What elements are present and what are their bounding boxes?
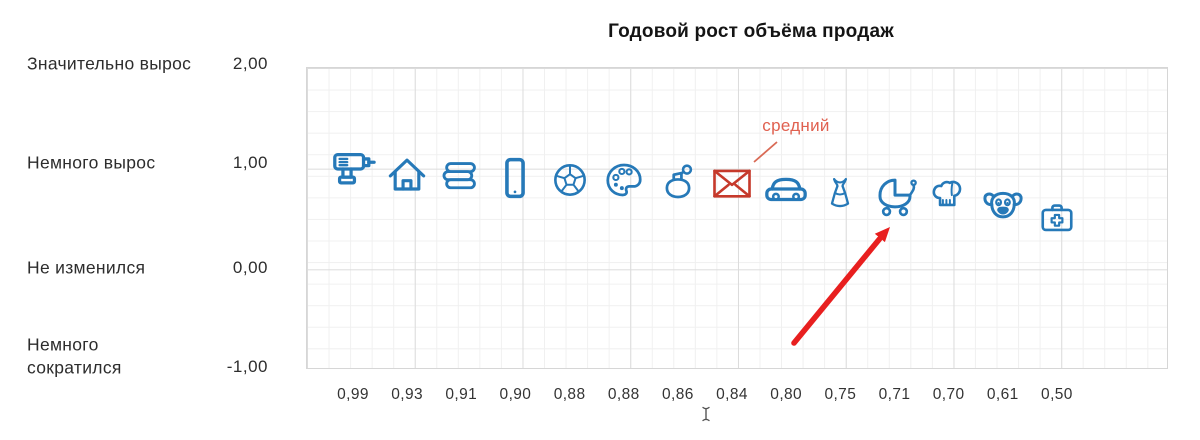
plot-area — [306, 67, 1168, 369]
y-axis-value-1: 1,00 — [232, 153, 268, 172]
chart-title: Годовой рост объёма продаж — [608, 21, 894, 42]
envelope-icon — [711, 163, 753, 205]
soccer-ball-icon — [551, 161, 588, 198]
books-icon — [440, 155, 483, 198]
house-icon — [386, 154, 428, 196]
x-tick-label: 0,71 — [878, 386, 911, 403]
car-icon — [763, 165, 809, 211]
smartphone-icon — [494, 156, 537, 199]
x-tick-label: 0,84 — [716, 386, 748, 403]
y-axis-value-0: 0,00 — [232, 258, 268, 277]
x-tick-label: 0,91 — [445, 386, 478, 403]
first-aid-kit-icon — [1038, 200, 1075, 237]
dog-icon — [980, 184, 1025, 229]
y-axis-value-2: 2,00 — [232, 54, 268, 73]
mean-annotation-label: средний — [762, 116, 830, 135]
y-axis-value-minus-1: -1,00 — [226, 357, 268, 376]
baby-stroller-icon — [872, 174, 917, 219]
x-tick-label: 0,99 — [337, 386, 369, 403]
chef-hat-icon — [929, 178, 968, 217]
dress-icon — [823, 175, 858, 210]
x-tick-label: 0,75 — [824, 386, 857, 403]
paint-palette-icon — [603, 159, 644, 200]
text-cursor-icon — [702, 406, 710, 422]
x-tick-label: 0,90 — [499, 386, 532, 403]
x-tick-label: 0,93 — [391, 386, 424, 403]
x-tick-label: 0,61 — [986, 386, 1019, 403]
y-axis-label-slightly-shrank: Немного сократился — [27, 334, 122, 377]
perfume-icon — [657, 161, 698, 202]
x-tick-label: 0,80 — [770, 386, 803, 403]
x-tick-label: 0,88 — [607, 386, 640, 403]
y-axis-label-unchanged: Не изменился — [27, 257, 146, 278]
x-tick-label: 0,88 — [553, 386, 586, 403]
y-axis-label-significantly-grew: Значительно вырос — [27, 53, 192, 74]
x-tick-label: 0,50 — [1041, 386, 1073, 403]
y-axis-label-slightly-grew: Немного вырос — [27, 152, 156, 173]
power-drill-icon — [330, 146, 376, 192]
x-tick-label: 0,70 — [932, 386, 965, 403]
x-tick-label: 0,86 — [662, 386, 694, 403]
